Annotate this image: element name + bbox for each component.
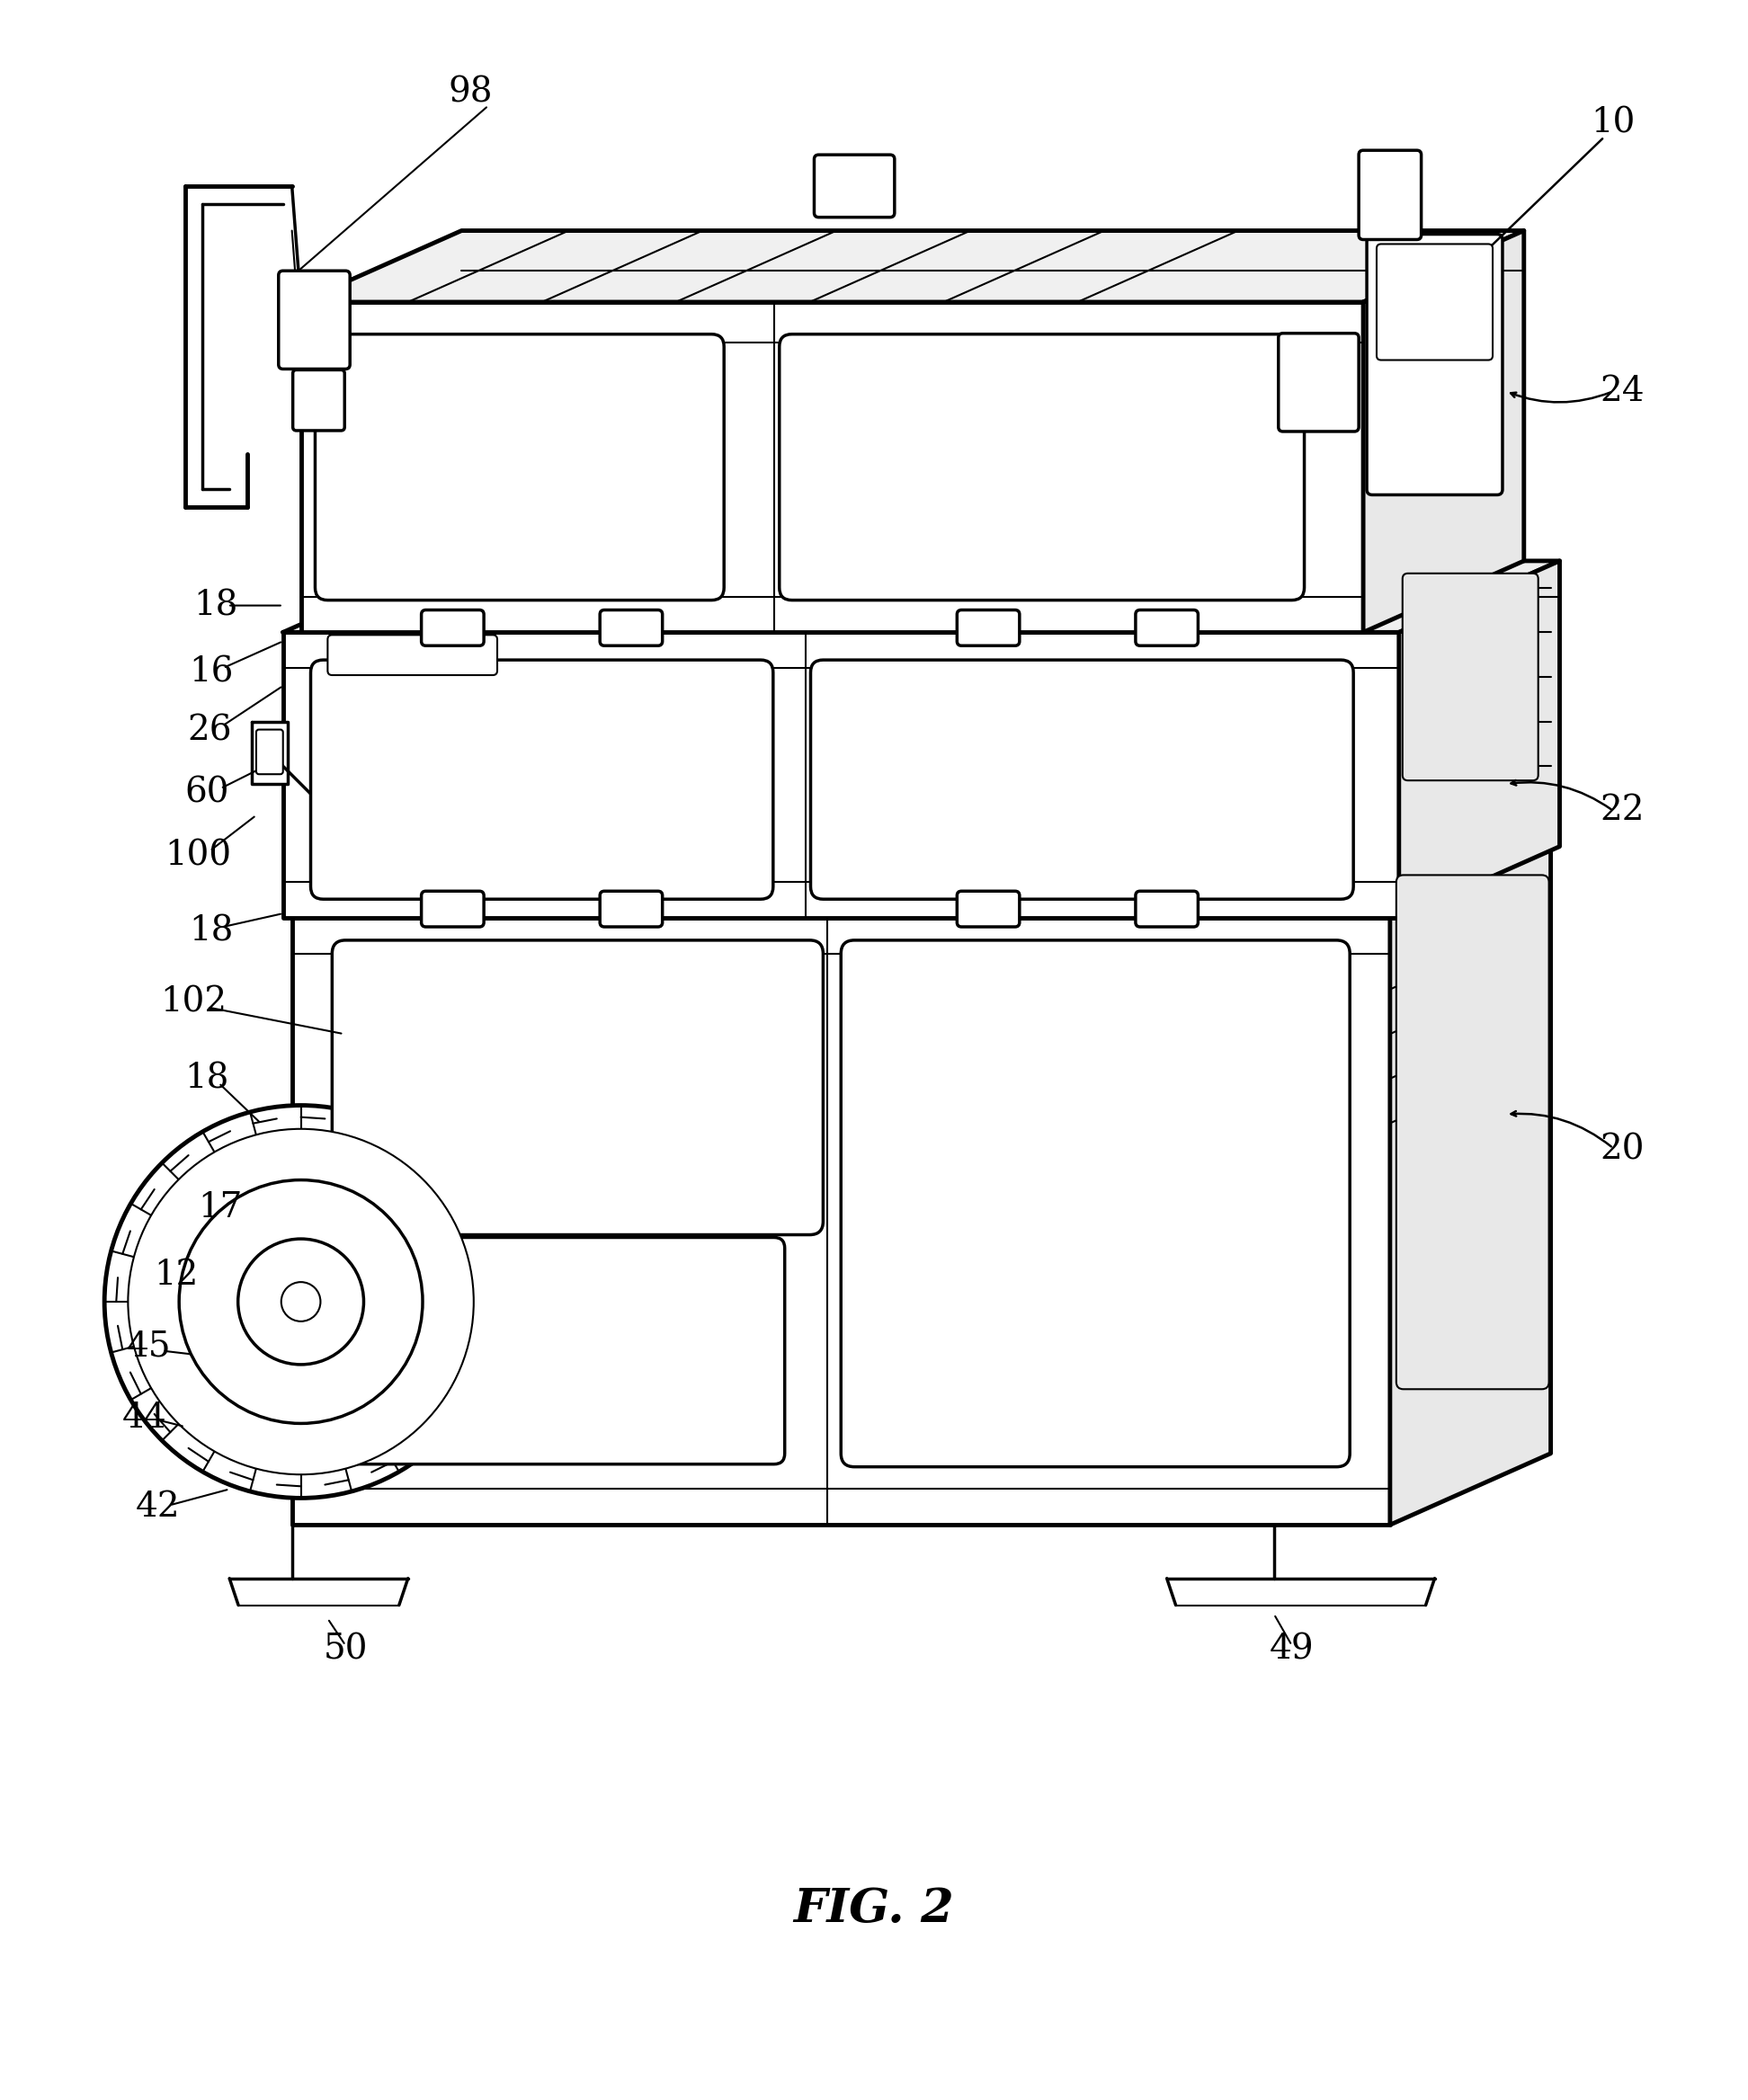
FancyBboxPatch shape <box>1402 573 1538 781</box>
Polygon shape <box>301 231 1524 302</box>
Text: 12: 12 <box>154 1258 198 1291</box>
Text: 42: 42 <box>136 1491 180 1525</box>
Circle shape <box>178 1180 423 1424</box>
Polygon shape <box>283 561 1559 632</box>
Text: 10: 10 <box>1591 107 1636 141</box>
Polygon shape <box>292 846 1550 918</box>
Polygon shape <box>283 632 1398 918</box>
Text: 44: 44 <box>122 1401 168 1434</box>
Text: 18: 18 <box>194 588 238 622</box>
FancyBboxPatch shape <box>815 155 895 216</box>
FancyBboxPatch shape <box>1367 235 1503 496</box>
FancyBboxPatch shape <box>1377 244 1493 359</box>
Text: 22: 22 <box>1599 794 1645 827</box>
Polygon shape <box>252 722 287 783</box>
FancyBboxPatch shape <box>294 370 344 430</box>
Circle shape <box>128 1130 474 1474</box>
Text: 18: 18 <box>189 916 234 947</box>
Polygon shape <box>292 918 1390 1525</box>
Circle shape <box>105 1105 496 1497</box>
FancyBboxPatch shape <box>336 1237 785 1464</box>
Polygon shape <box>257 1239 292 1319</box>
FancyBboxPatch shape <box>1278 334 1358 430</box>
FancyBboxPatch shape <box>956 609 1019 645</box>
Circle shape <box>281 1283 320 1321</box>
Text: 45: 45 <box>128 1329 171 1363</box>
Text: 50: 50 <box>323 1634 367 1667</box>
Text: 49: 49 <box>1269 1634 1314 1667</box>
FancyBboxPatch shape <box>600 890 662 926</box>
FancyBboxPatch shape <box>956 890 1019 926</box>
FancyBboxPatch shape <box>421 890 484 926</box>
Text: 20: 20 <box>1599 1134 1645 1168</box>
FancyBboxPatch shape <box>262 1249 287 1308</box>
FancyBboxPatch shape <box>1397 876 1549 1390</box>
Text: 17: 17 <box>198 1191 243 1224</box>
Polygon shape <box>301 302 1363 632</box>
Polygon shape <box>1398 561 1559 918</box>
FancyBboxPatch shape <box>311 659 773 899</box>
Circle shape <box>238 1239 364 1365</box>
Polygon shape <box>1390 846 1550 1525</box>
FancyBboxPatch shape <box>327 634 496 674</box>
FancyBboxPatch shape <box>1136 609 1197 645</box>
Text: 24: 24 <box>1599 374 1645 407</box>
Text: 100: 100 <box>164 838 231 871</box>
Text: 60: 60 <box>185 777 229 811</box>
Text: FIG. 2: FIG. 2 <box>794 1886 954 1932</box>
FancyBboxPatch shape <box>421 609 484 645</box>
FancyBboxPatch shape <box>600 609 662 645</box>
Text: 18: 18 <box>185 1063 229 1096</box>
Text: 26: 26 <box>187 714 232 748</box>
FancyBboxPatch shape <box>278 271 350 370</box>
FancyBboxPatch shape <box>332 941 823 1235</box>
FancyBboxPatch shape <box>315 334 724 601</box>
FancyBboxPatch shape <box>257 729 283 775</box>
FancyBboxPatch shape <box>780 334 1304 601</box>
Polygon shape <box>1363 231 1524 632</box>
Text: 16: 16 <box>189 655 234 689</box>
FancyBboxPatch shape <box>1358 151 1421 239</box>
FancyBboxPatch shape <box>1136 890 1197 926</box>
Text: 98: 98 <box>447 76 493 109</box>
FancyBboxPatch shape <box>841 941 1349 1466</box>
FancyBboxPatch shape <box>811 659 1353 899</box>
Text: 102: 102 <box>161 987 227 1018</box>
